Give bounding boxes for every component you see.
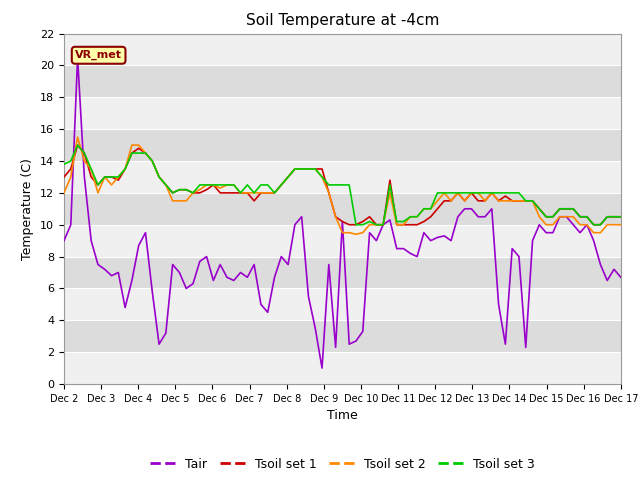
- Bar: [64, 352, 621, 384]
- Bar: [64, 129, 621, 161]
- Bar: [64, 193, 621, 225]
- Bar: [64, 257, 621, 288]
- Title: Soil Temperature at -4cm: Soil Temperature at -4cm: [246, 13, 439, 28]
- Bar: [64, 320, 621, 352]
- X-axis label: Time: Time: [327, 409, 358, 422]
- Text: VR_met: VR_met: [75, 50, 122, 60]
- Bar: [64, 225, 621, 257]
- Bar: [64, 65, 621, 97]
- Bar: [64, 97, 621, 129]
- Y-axis label: Temperature (C): Temperature (C): [22, 158, 35, 260]
- Bar: [64, 161, 621, 193]
- Bar: [64, 288, 621, 320]
- Legend: Tair, Tsoil set 1, Tsoil set 2, Tsoil set 3: Tair, Tsoil set 1, Tsoil set 2, Tsoil se…: [145, 453, 540, 476]
- Bar: [64, 34, 621, 65]
